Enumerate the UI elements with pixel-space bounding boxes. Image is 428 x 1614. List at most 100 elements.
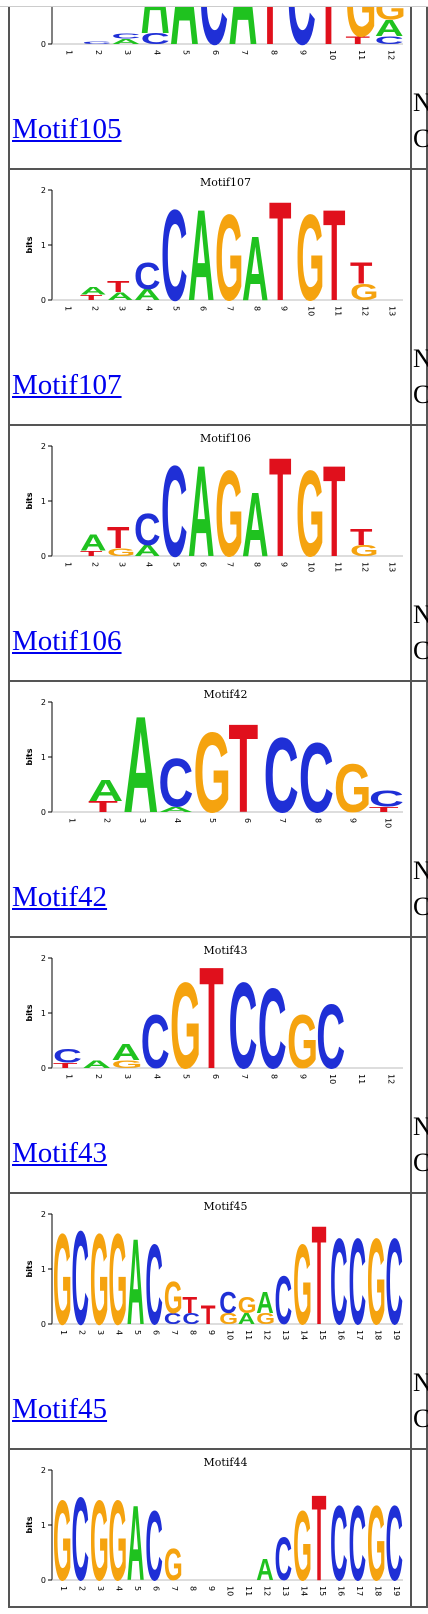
x-tick-label: 2 (103, 818, 112, 823)
logo-letter-C: C (199, 0, 228, 72)
logo-letter-G: G (238, 1293, 257, 1318)
y-axis-label: bits (25, 1004, 34, 1021)
motif-link[interactable]: Motif105 (12, 113, 122, 146)
motif-link[interactable]: Motif107 (12, 369, 122, 402)
x-tick-label: 1 (59, 1586, 68, 1591)
x-tick-label: 6 (199, 562, 208, 567)
x-tick-label: 16 (336, 1330, 345, 1340)
x-tick-label: 6 (211, 50, 220, 55)
motif-row: Motif107 2 1 0 bits 1 T A 2 A T 3 A C 4 C 5 A 6 G 7 A 8 T 9 G 10 T 1… (9, 169, 427, 425)
x-tick-label: 4 (173, 818, 182, 823)
x-tick-label: 15 (318, 1330, 327, 1340)
logo-letter-A: A (256, 1552, 274, 1586)
motif-link[interactable]: Motif45 (12, 1393, 107, 1426)
x-tick-label: 13 (281, 1330, 290, 1340)
x-tick-label: 18 (373, 1586, 382, 1596)
side-text-line2: C (413, 1148, 428, 1178)
x-tick-label: 11 (244, 1330, 253, 1340)
x-tick-label: 7 (240, 1074, 249, 1079)
logo-letter-G: G (346, 0, 377, 55)
y-tick-label: 1 (41, 1265, 46, 1274)
x-tick-label: 9 (280, 562, 289, 567)
motif-link[interactable]: Motif43 (12, 1137, 107, 1170)
x-tick-label: 16 (336, 1586, 345, 1596)
logo-letter-G: G (164, 1272, 183, 1323)
motif-row: Motif42 2 1 0 bits 1 T A 2 A 3 A C 4 G 5 T 6 C 7 C 8 G 9 T C 10 Mot… (9, 681, 427, 937)
x-tick-label: 7 (240, 50, 249, 55)
x-tick-label: 4 (115, 1586, 124, 1591)
x-tick-label: 1 (59, 1330, 68, 1335)
side-cell (411, 1449, 427, 1607)
logo-letter-T: T (316, 0, 340, 74)
x-tick-label: 9 (207, 1330, 216, 1335)
x-tick-label: 4 (152, 1074, 161, 1079)
x-tick-label: 5 (172, 306, 181, 311)
y-tick-label: 2 (41, 442, 46, 451)
x-tick-label: 12 (361, 306, 370, 316)
x-tick-label: 13 (388, 562, 397, 572)
sequence-logo: Motif107210bits1TA2AT3AC4 C5 A6 G7 A8 T9 G10 T1… (18, 174, 413, 334)
x-tick-label: 12 (262, 1330, 271, 1340)
motif-row: Motif44 2 1 0 bits G 1 C 2 G 3 G 4 A 5 C 6 G 7 8 9 10 11 A 12 C 13… (9, 1449, 427, 1607)
x-tick-label: 9 (348, 818, 357, 823)
x-tick-label: 8 (269, 50, 278, 55)
x-tick-label: 1 (65, 1074, 74, 1079)
logo-letter-A: A (88, 773, 123, 808)
motif-link[interactable]: Motif42 (12, 881, 107, 914)
logo-letter-T: T (201, 1301, 216, 1330)
y-tick-label: 0 (41, 296, 46, 305)
sequence-logo: Motif43210bitsTC1A2GA3 C4 G5 T6 C7 C8 G9 C10 11 1… (18, 942, 413, 1102)
logo-letter-T: T (107, 278, 129, 295)
x-tick-label: 3 (96, 1330, 105, 1335)
logo-letter-C: C (275, 1525, 292, 1593)
logo-letter-C: C (275, 1261, 292, 1338)
logo-letter-A: A (242, 217, 269, 319)
x-tick-label: 11 (357, 1074, 366, 1084)
y-tick-label: 1 (41, 1009, 46, 1018)
x-tick-label: 12 (262, 1586, 271, 1596)
x-tick-label: 7 (170, 1330, 179, 1335)
x-tick-label: 12 (386, 50, 395, 60)
x-tick-label: 2 (94, 50, 103, 55)
logo-letter-C: C (219, 1285, 237, 1319)
x-tick-label: 6 (199, 306, 208, 311)
logo-letter-G: G (334, 750, 372, 827)
x-tick-label: 5 (182, 1074, 191, 1079)
x-tick-label: 3 (123, 1074, 132, 1079)
x-tick-label: 1 (65, 50, 74, 55)
x-tick-label: 14 (299, 1330, 308, 1340)
x-tick-label: 7 (226, 562, 235, 567)
logo-letter-C: C (53, 1045, 82, 1066)
side-cell: NC (411, 681, 427, 937)
x-tick-label: 19 (392, 1586, 401, 1596)
logo-letter-C: C (158, 744, 193, 821)
x-tick-label: 14 (299, 1586, 308, 1596)
y-tick-label: 0 (41, 1576, 46, 1585)
logo-cell: Motif45 2 1 0 bits G 1 C 2 G 3 G 4 A 5 C 6 C G 7 C T 8 T 9 G C 10 A G… (9, 1193, 411, 1449)
x-tick-label: 8 (313, 818, 322, 823)
side-text-line1: N (413, 600, 428, 630)
x-tick-label: 13 (388, 306, 397, 316)
sequence-logo: Motif106210bits1TA2GT3AC4 C5 A6 G7 A8 T9 G10 T1… (18, 430, 413, 590)
x-tick-label: 8 (189, 1586, 198, 1591)
motif-link[interactable]: Motif106 (12, 625, 122, 658)
x-tick-label: 3 (138, 818, 147, 823)
x-tick-label: 7 (226, 306, 235, 311)
motif-row: 210bits1C2AC3CA4A5C6A7T8C9T10TG11CAG12Mo… (9, 1, 427, 169)
x-tick-label: 9 (299, 1074, 308, 1079)
x-tick-label: 3 (118, 306, 127, 311)
logo-letter-C: C (299, 722, 334, 834)
y-axis-label: bits (25, 236, 34, 253)
logo-letter-C: C (112, 32, 141, 40)
x-tick-label: 1 (64, 306, 73, 311)
y-axis-label: bits (25, 1260, 34, 1277)
logo-letter-C: C (141, 999, 170, 1084)
x-tick-label: 4 (115, 1330, 124, 1335)
x-tick-label: 10 (328, 1074, 337, 1084)
x-tick-label: 6 (152, 1330, 161, 1335)
x-tick-label: 17 (355, 1330, 364, 1340)
x-tick-label: 1 (68, 818, 77, 823)
y-tick-label: 2 (41, 1210, 46, 1219)
